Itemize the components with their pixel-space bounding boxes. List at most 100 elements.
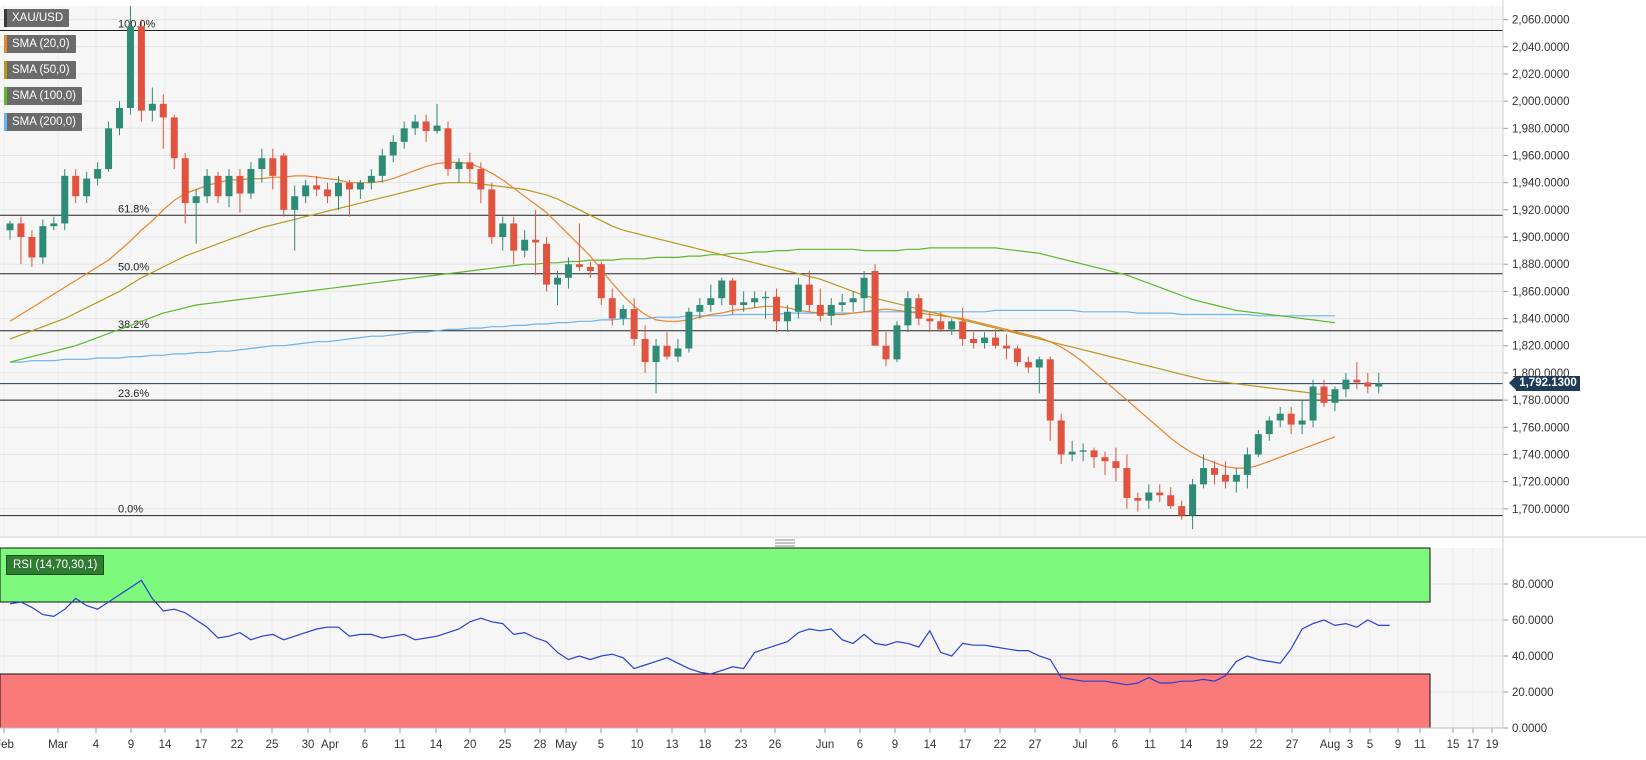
- candle: [345, 179, 353, 217]
- candle-body: [105, 128, 113, 170]
- candle: [937, 311, 945, 333]
- candle: [773, 288, 780, 333]
- candle: [6, 220, 14, 240]
- candle-body: [1123, 468, 1131, 498]
- candle: [619, 304, 627, 326]
- legend-item[interactable]: XAU/USD: [4, 9, 70, 27]
- candle: [1134, 492, 1142, 512]
- candle-body: [641, 338, 649, 363]
- candle-body: [1287, 413, 1295, 425]
- price-tick-label: 1,840.0000: [1512, 314, 1570, 326]
- candle: [83, 171, 91, 204]
- time-tick-label: 17: [959, 739, 972, 751]
- candle: [783, 304, 791, 333]
- candle: [72, 169, 80, 204]
- price-tick-label: 1,880.0000: [1512, 259, 1570, 271]
- legend-item[interactable]: SMA (200,0): [4, 113, 82, 131]
- candle-body: [937, 321, 945, 330]
- candle-body: [685, 311, 693, 349]
- candle: [751, 291, 759, 308]
- legend-item[interactable]: SMA (20,0): [4, 35, 76, 53]
- candle: [1035, 356, 1043, 394]
- legend-label: XAU/USD: [12, 12, 64, 24]
- rsi-zones: [0, 547, 1431, 729]
- candle-body: [6, 223, 14, 231]
- time-tick-label: 5: [1367, 739, 1373, 751]
- price-tick-label: 1,780.0000: [1512, 395, 1570, 407]
- fib-level-label: 61.8%: [118, 203, 149, 215]
- candle: [116, 101, 123, 136]
- time-tick-label: 22: [231, 739, 244, 751]
- candle-body: [1200, 468, 1208, 485]
- price-tick-label: 1,860.0000: [1512, 286, 1570, 298]
- candle: [422, 114, 430, 142]
- panel-resize-handle[interactable]: [775, 539, 795, 547]
- legend-item[interactable]: SMA (100,0): [4, 87, 82, 105]
- candle: [1024, 356, 1032, 373]
- candle-body: [1057, 420, 1065, 455]
- candle: [794, 277, 802, 319]
- candle-body: [50, 223, 58, 227]
- overbought-zone: [0, 547, 1431, 603]
- time-tick-label: Jul: [1073, 739, 1088, 751]
- candle-body: [225, 175, 233, 197]
- candle: [1265, 416, 1273, 441]
- candle: [696, 298, 704, 319]
- candle: [849, 291, 857, 312]
- time-tick-label: May: [555, 739, 577, 751]
- candle-body: [1189, 484, 1197, 516]
- time-tick-label: 23: [735, 739, 748, 751]
- candle: [313, 175, 321, 197]
- candle-body: [1035, 359, 1043, 368]
- rsi-y-axis: 80.0000 60.0000 40.0000 20.0000 0.0000: [1503, 579, 1554, 735]
- price-tick-label: 1,760.0000: [1512, 422, 1570, 434]
- candle: [444, 121, 452, 176]
- candle: [137, 19, 145, 122]
- candle-body: [663, 345, 671, 357]
- candle: [816, 288, 824, 322]
- price-tick-label: 1,920.0000: [1512, 205, 1570, 217]
- candle-body: [1068, 451, 1076, 455]
- time-tick-label: 14: [924, 739, 937, 751]
- time-tick-label: 6: [857, 739, 863, 751]
- candle: [280, 152, 288, 217]
- time-tick-label: Mar: [48, 739, 68, 751]
- candle-body: [422, 121, 430, 132]
- legend-item[interactable]: SMA (50,0): [4, 61, 76, 79]
- candle: [356, 179, 364, 199]
- candle: [433, 103, 441, 134]
- time-tick-label: 5: [598, 739, 604, 751]
- candle-body: [838, 302, 846, 305]
- candle: [148, 87, 156, 122]
- candle: [981, 332, 989, 349]
- candle: [1211, 461, 1218, 485]
- candle-body: [488, 189, 496, 238]
- candle-body: [1112, 461, 1120, 469]
- candle-body: [203, 175, 211, 197]
- candle-body: [39, 226, 47, 258]
- candle-body: [159, 103, 167, 118]
- candle-body: [126, 26, 134, 108]
- fib-level-label: 23.6%: [118, 388, 149, 400]
- candle: [948, 318, 956, 335]
- candle-body: [1090, 450, 1098, 458]
- candle-body: [411, 121, 419, 129]
- candle-body: [608, 298, 616, 319]
- price-tick-label: 1,700.0000: [1512, 504, 1570, 516]
- time-tick-label: 22: [1250, 739, 1263, 751]
- candle-body: [477, 169, 485, 190]
- candle-body: [740, 302, 748, 305]
- candle-body: [532, 239, 540, 243]
- candle-body: [860, 277, 868, 299]
- time-tick-label: 10: [631, 739, 644, 751]
- time-tick-label: 18: [699, 739, 712, 751]
- candle: [1364, 372, 1372, 394]
- candle-body: [1079, 450, 1087, 452]
- candle: [1046, 356, 1054, 441]
- candle-body: [1276, 413, 1284, 421]
- candle: [1331, 386, 1339, 411]
- time-tick-label: 15: [1447, 739, 1460, 751]
- candle-body: [948, 321, 956, 330]
